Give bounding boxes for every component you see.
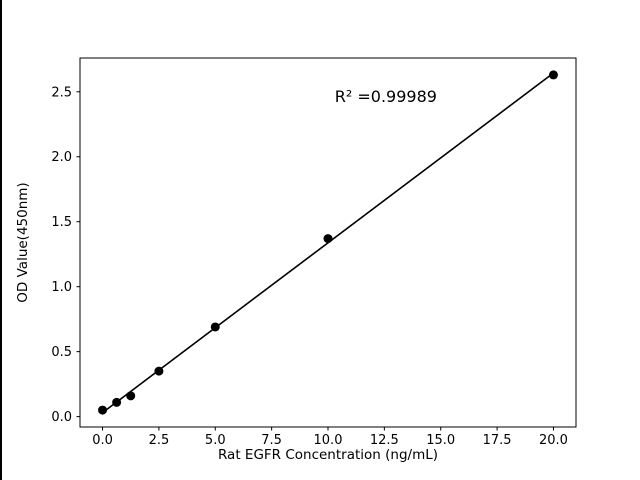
x-tick-label: 10.0 [314, 433, 343, 448]
y-tick-label: 1.0 [51, 280, 72, 295]
y-tick-label: 0.5 [51, 345, 72, 360]
x-tick-label: 2.5 [149, 433, 170, 448]
data-point [210, 322, 220, 332]
x-tick-label: 0.0 [92, 433, 113, 448]
y-axis-label: OD Value(450nm) [15, 182, 31, 302]
data-point [126, 391, 136, 401]
x-tick-label: 5.0 [205, 433, 226, 448]
x-axis-label: Rat EGFR Concentration (ng/mL) [218, 447, 438, 463]
x-tick-label: 20.0 [539, 433, 568, 448]
y-tick-label: 1.5 [51, 215, 72, 230]
x-tick-label: 7.5 [261, 433, 282, 448]
data-point [98, 405, 108, 415]
r-squared-annotation: R² =0.99989 [335, 87, 437, 106]
screen-left-border [0, 0, 2, 480]
data-point [154, 366, 164, 376]
x-tick-label: 12.5 [370, 433, 399, 448]
data-point [323, 234, 333, 244]
data-point [112, 397, 122, 407]
x-tick-label: 17.5 [483, 433, 512, 448]
y-tick-label: 2.5 [51, 85, 72, 100]
x-tick-label: 15.0 [426, 433, 455, 448]
y-tick-label: 0.0 [51, 410, 72, 425]
data-point [548, 70, 558, 80]
plot-dynamic-layer: 0.0 2.5 5.0 7.5 10.0 12.5 15.0 17.5 20.0 0.0 0.5 1.… [51, 57, 577, 448]
y-tick-label: 2.0 [51, 150, 72, 165]
